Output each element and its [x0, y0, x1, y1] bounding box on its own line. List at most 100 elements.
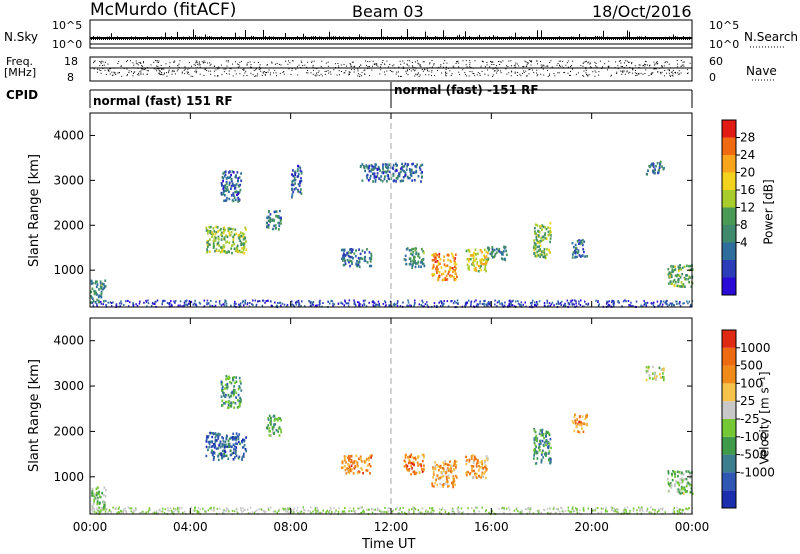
echo-cell [535, 255, 538, 258]
echo-cell [453, 276, 455, 279]
echo-cell [222, 187, 225, 190]
ground-scatter-cell [129, 301, 131, 304]
ground-scatter-cell [172, 507, 175, 510]
echo-cell [243, 443, 246, 447]
ground-scatter-cell [605, 506, 607, 509]
echo-cell [212, 232, 214, 236]
ground-scatter-cell [676, 300, 678, 303]
echo-cell [677, 284, 680, 288]
echo-cell [550, 458, 552, 461]
ground-scatter-cell [241, 301, 244, 304]
ground-scatter-cell [538, 300, 541, 303]
echo-cell [548, 442, 551, 445]
freq-dot [238, 64, 240, 65]
echo-cell [545, 454, 547, 457]
freq-dot [455, 62, 457, 64]
freq-dot [537, 74, 539, 76]
echo-cell [95, 487, 98, 490]
echo-cell [232, 184, 235, 187]
echo-cell [291, 196, 293, 199]
echo-cell [388, 163, 391, 166]
freq-dot [417, 62, 419, 64]
echo-cell [387, 177, 390, 180]
echo-cell [205, 229, 208, 232]
ground-scatter-cell [376, 509, 379, 512]
echo-cell [348, 260, 350, 264]
ground-scatter-cell [460, 507, 463, 510]
ground-scatter-cell [214, 304, 217, 307]
freq-dot [590, 62, 591, 64]
echo-cell [482, 475, 484, 478]
freq-dot [197, 63, 199, 65]
echo-cell [278, 434, 281, 437]
freq-dot [628, 72, 630, 74]
ground-scatter-cell [391, 510, 394, 513]
freq-dot [155, 68, 157, 70]
echo-cell [364, 459, 367, 463]
freq-dot [526, 63, 528, 65]
echo-cell [235, 376, 238, 379]
echo-cell [475, 253, 477, 256]
ground-scatter-cell [642, 510, 644, 513]
ground-scatter-cell [178, 510, 180, 513]
echo-cell [92, 492, 95, 496]
freq-dot [429, 62, 431, 64]
ground-scatter-cell [517, 510, 519, 513]
colorbar-tick-label: 500 [740, 359, 763, 373]
echo-cell [270, 417, 272, 420]
ground-scatter-cell [193, 302, 196, 305]
echo-cell [414, 171, 417, 174]
echo-cell [477, 270, 480, 273]
freq-dot [413, 70, 415, 72]
ground-scatter-cell [223, 304, 226, 307]
freq-dot [252, 74, 254, 76]
freq-dot [672, 75, 674, 77]
freq-dot [120, 65, 122, 67]
ground-scatter-cell [622, 510, 625, 513]
echo-cell [447, 469, 450, 472]
freq-dot [276, 63, 278, 64]
ground-scatter-cell [117, 507, 120, 510]
ground-scatter-cell [297, 299, 300, 302]
echo-cell [359, 458, 362, 461]
freq-dot [159, 70, 161, 72]
ground-scatter-cell [488, 511, 490, 514]
ground-scatter-cell [132, 302, 134, 305]
echo-cell [237, 185, 240, 188]
echo-cell [238, 237, 241, 240]
ground-scatter-cell [420, 304, 422, 306]
freq-dot [239, 65, 241, 67]
ground-scatter-cell [617, 512, 619, 515]
ground-scatter-cell [555, 507, 558, 510]
nsky-bar [129, 38, 130, 40]
echo-cell [91, 504, 94, 507]
echo-cell [359, 455, 362, 458]
echo-cell [357, 256, 360, 260]
ground-scatter-cell [322, 302, 324, 304]
ground-scatter-cell [456, 507, 459, 510]
echo-cell [226, 235, 229, 239]
echo-cell [266, 221, 268, 225]
ground-scatter-cell [167, 302, 169, 305]
freq-dot [566, 62, 568, 64]
echo-cell [432, 473, 435, 476]
echo-cell [354, 255, 357, 258]
nsearch-label: N.Search [744, 30, 799, 44]
echo-cell [680, 476, 683, 480]
freq-dot [414, 75, 416, 77]
echo-cell [234, 175, 237, 179]
echo-cell [211, 235, 213, 238]
freq-dot [433, 63, 435, 65]
ground-scatter-cell [199, 508, 202, 511]
echo-cell [447, 272, 450, 276]
ground-scatter-cell [354, 304, 357, 307]
echo-cell [673, 268, 676, 272]
echo-cell [223, 226, 226, 229]
echo-cell [243, 242, 246, 245]
ground-scatter-cell [503, 507, 505, 510]
freq-dot [419, 64, 421, 66]
freq-dot [669, 69, 671, 71]
freq-dot [400, 75, 402, 77]
freq-dot [514, 64, 516, 66]
freq-dot [407, 74, 409, 76]
